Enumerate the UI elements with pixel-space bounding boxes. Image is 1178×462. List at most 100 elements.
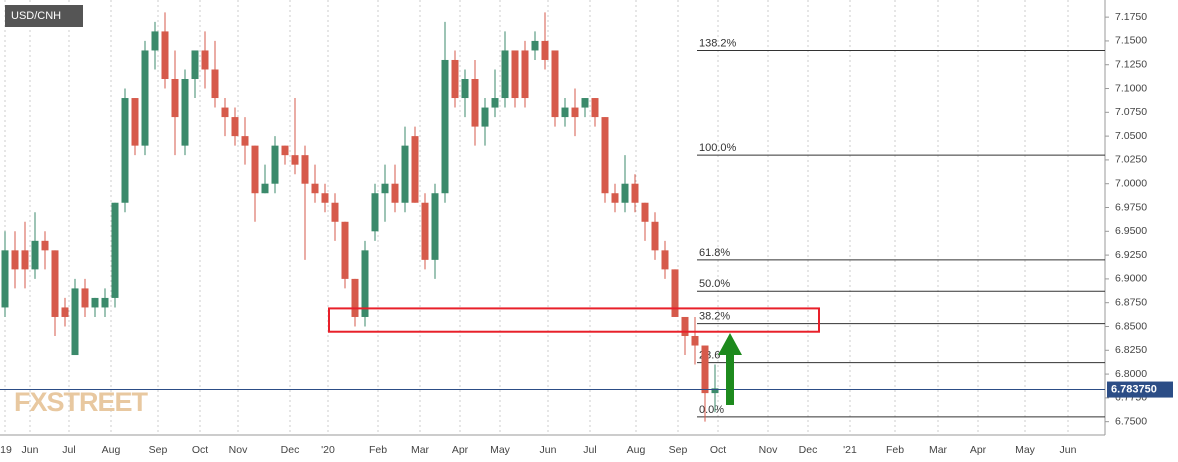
candle-body: [231, 117, 239, 137]
candle-body: [341, 221, 349, 279]
candle-body: [511, 50, 519, 99]
y-tick-label: 7.1500: [1115, 35, 1147, 47]
y-tick-label: 6.9250: [1115, 249, 1147, 261]
x-tick-label: Oct: [710, 444, 726, 456]
candle-body: [391, 183, 399, 203]
candle-body: [281, 145, 289, 156]
candle-body: [411, 136, 419, 203]
fib-label: 100.0%: [699, 142, 737, 154]
candle-body: [191, 50, 199, 80]
y-tick-label: 6.8500: [1115, 320, 1147, 332]
candle-body: [461, 79, 469, 99]
y-tick-label: 7.1000: [1115, 82, 1147, 94]
y-tick-label: 7.0250: [1115, 154, 1147, 166]
x-tick-label: Feb: [369, 444, 387, 456]
candle-body: [161, 31, 169, 80]
candle-body: [301, 155, 309, 184]
x-tick-label: Jun: [1060, 444, 1077, 456]
candle-body: [501, 50, 509, 99]
x-tick-label: Mar: [929, 444, 948, 456]
candle-body: [561, 107, 569, 118]
candle-body: [441, 59, 449, 194]
x-tick-label: '20: [321, 444, 335, 456]
candle-body: [641, 202, 649, 222]
candle-body: [291, 155, 299, 165]
x-tick-label: Dec: [281, 444, 300, 456]
y-tick-label: 6.9750: [1115, 201, 1147, 213]
plot: '19 Jun Jul Aug Sep Oct Nov Dec '20 Feb Mar Apr May J…: [0, 0, 1147, 456]
candle-body: [611, 193, 619, 203]
candle-body: [141, 50, 149, 146]
candle-body: [531, 40, 539, 51]
y-tick-label: 6.8000: [1115, 368, 1147, 380]
arrow: [718, 333, 742, 405]
candle-body: [221, 107, 229, 118]
candle-body: [631, 183, 639, 203]
y-tick-label: 6.7500: [1115, 415, 1147, 427]
candle-body: [541, 40, 549, 60]
candle-body: [481, 107, 489, 127]
candle-body: [551, 50, 559, 118]
y-tick-label: 7.1250: [1115, 59, 1147, 71]
candle-body: [311, 183, 319, 194]
candle-body: [21, 250, 29, 270]
candle-body: [11, 250, 19, 270]
candle-body: [211, 69, 219, 99]
symbol: USD/CNH: [11, 10, 61, 22]
fib-label: 38.2%: [699, 311, 730, 323]
x-tick-label: May: [490, 444, 511, 456]
fib-label: 138.2%: [699, 37, 737, 49]
candle-body: [241, 136, 249, 146]
candle-body: [681, 316, 689, 337]
candle-body: [31, 240, 39, 270]
candle-body: [431, 193, 439, 260]
candle-body: [1, 250, 9, 308]
x-tick-label: Jun: [540, 444, 557, 456]
candle-body: [181, 79, 189, 146]
x-tick-label: '21: [843, 444, 857, 456]
candle-body: [581, 98, 589, 108]
candle-body: [651, 221, 659, 251]
candle-body: [151, 31, 159, 51]
candle-body: [101, 297, 109, 308]
x-tick-label: Aug: [627, 444, 646, 456]
candle-body: [261, 183, 269, 194]
candle-body: [321, 193, 329, 203]
x-tick-label: Oct: [192, 444, 208, 456]
price-tag: [1107, 381, 1173, 398]
y-tick-label: 6.8750: [1115, 296, 1147, 308]
candle-body: [661, 250, 669, 270]
y-tick-label: 7.1750: [1115, 11, 1147, 23]
symbol-box: [5, 5, 83, 27]
candle-body: [91, 297, 99, 308]
candle-body: [521, 50, 529, 99]
zone-box: [328, 307, 820, 333]
x-tick-label: Feb: [886, 444, 904, 456]
y-tick-label: 6.9500: [1115, 225, 1147, 237]
x-tick-label: Sep: [669, 444, 688, 456]
price-label: 6.783750: [1111, 383, 1157, 395]
candle-body: [711, 388, 719, 394]
candle-body: [571, 107, 579, 118]
candle-body: [81, 288, 89, 308]
fib-label: 50.0%: [699, 278, 730, 290]
candle-body: [71, 288, 79, 356]
candle-body: [271, 145, 279, 184]
candle-body: [701, 345, 709, 394]
candle-body: [111, 202, 119, 298]
candle-body: [371, 193, 379, 232]
candle-body: [361, 250, 369, 317]
candle-body: [121, 98, 129, 203]
x-tick-label: Jul: [583, 444, 596, 456]
candle-body: [251, 145, 259, 194]
candle-body: [451, 59, 459, 99]
x-tick-label: Apr: [970, 444, 987, 456]
candle-body: [601, 117, 609, 194]
candle-body: [621, 183, 629, 203]
candle-body: [591, 98, 599, 118]
candle-body: [201, 50, 209, 70]
x-tick-label: Nov: [759, 444, 778, 456]
candle-body: [471, 79, 479, 127]
